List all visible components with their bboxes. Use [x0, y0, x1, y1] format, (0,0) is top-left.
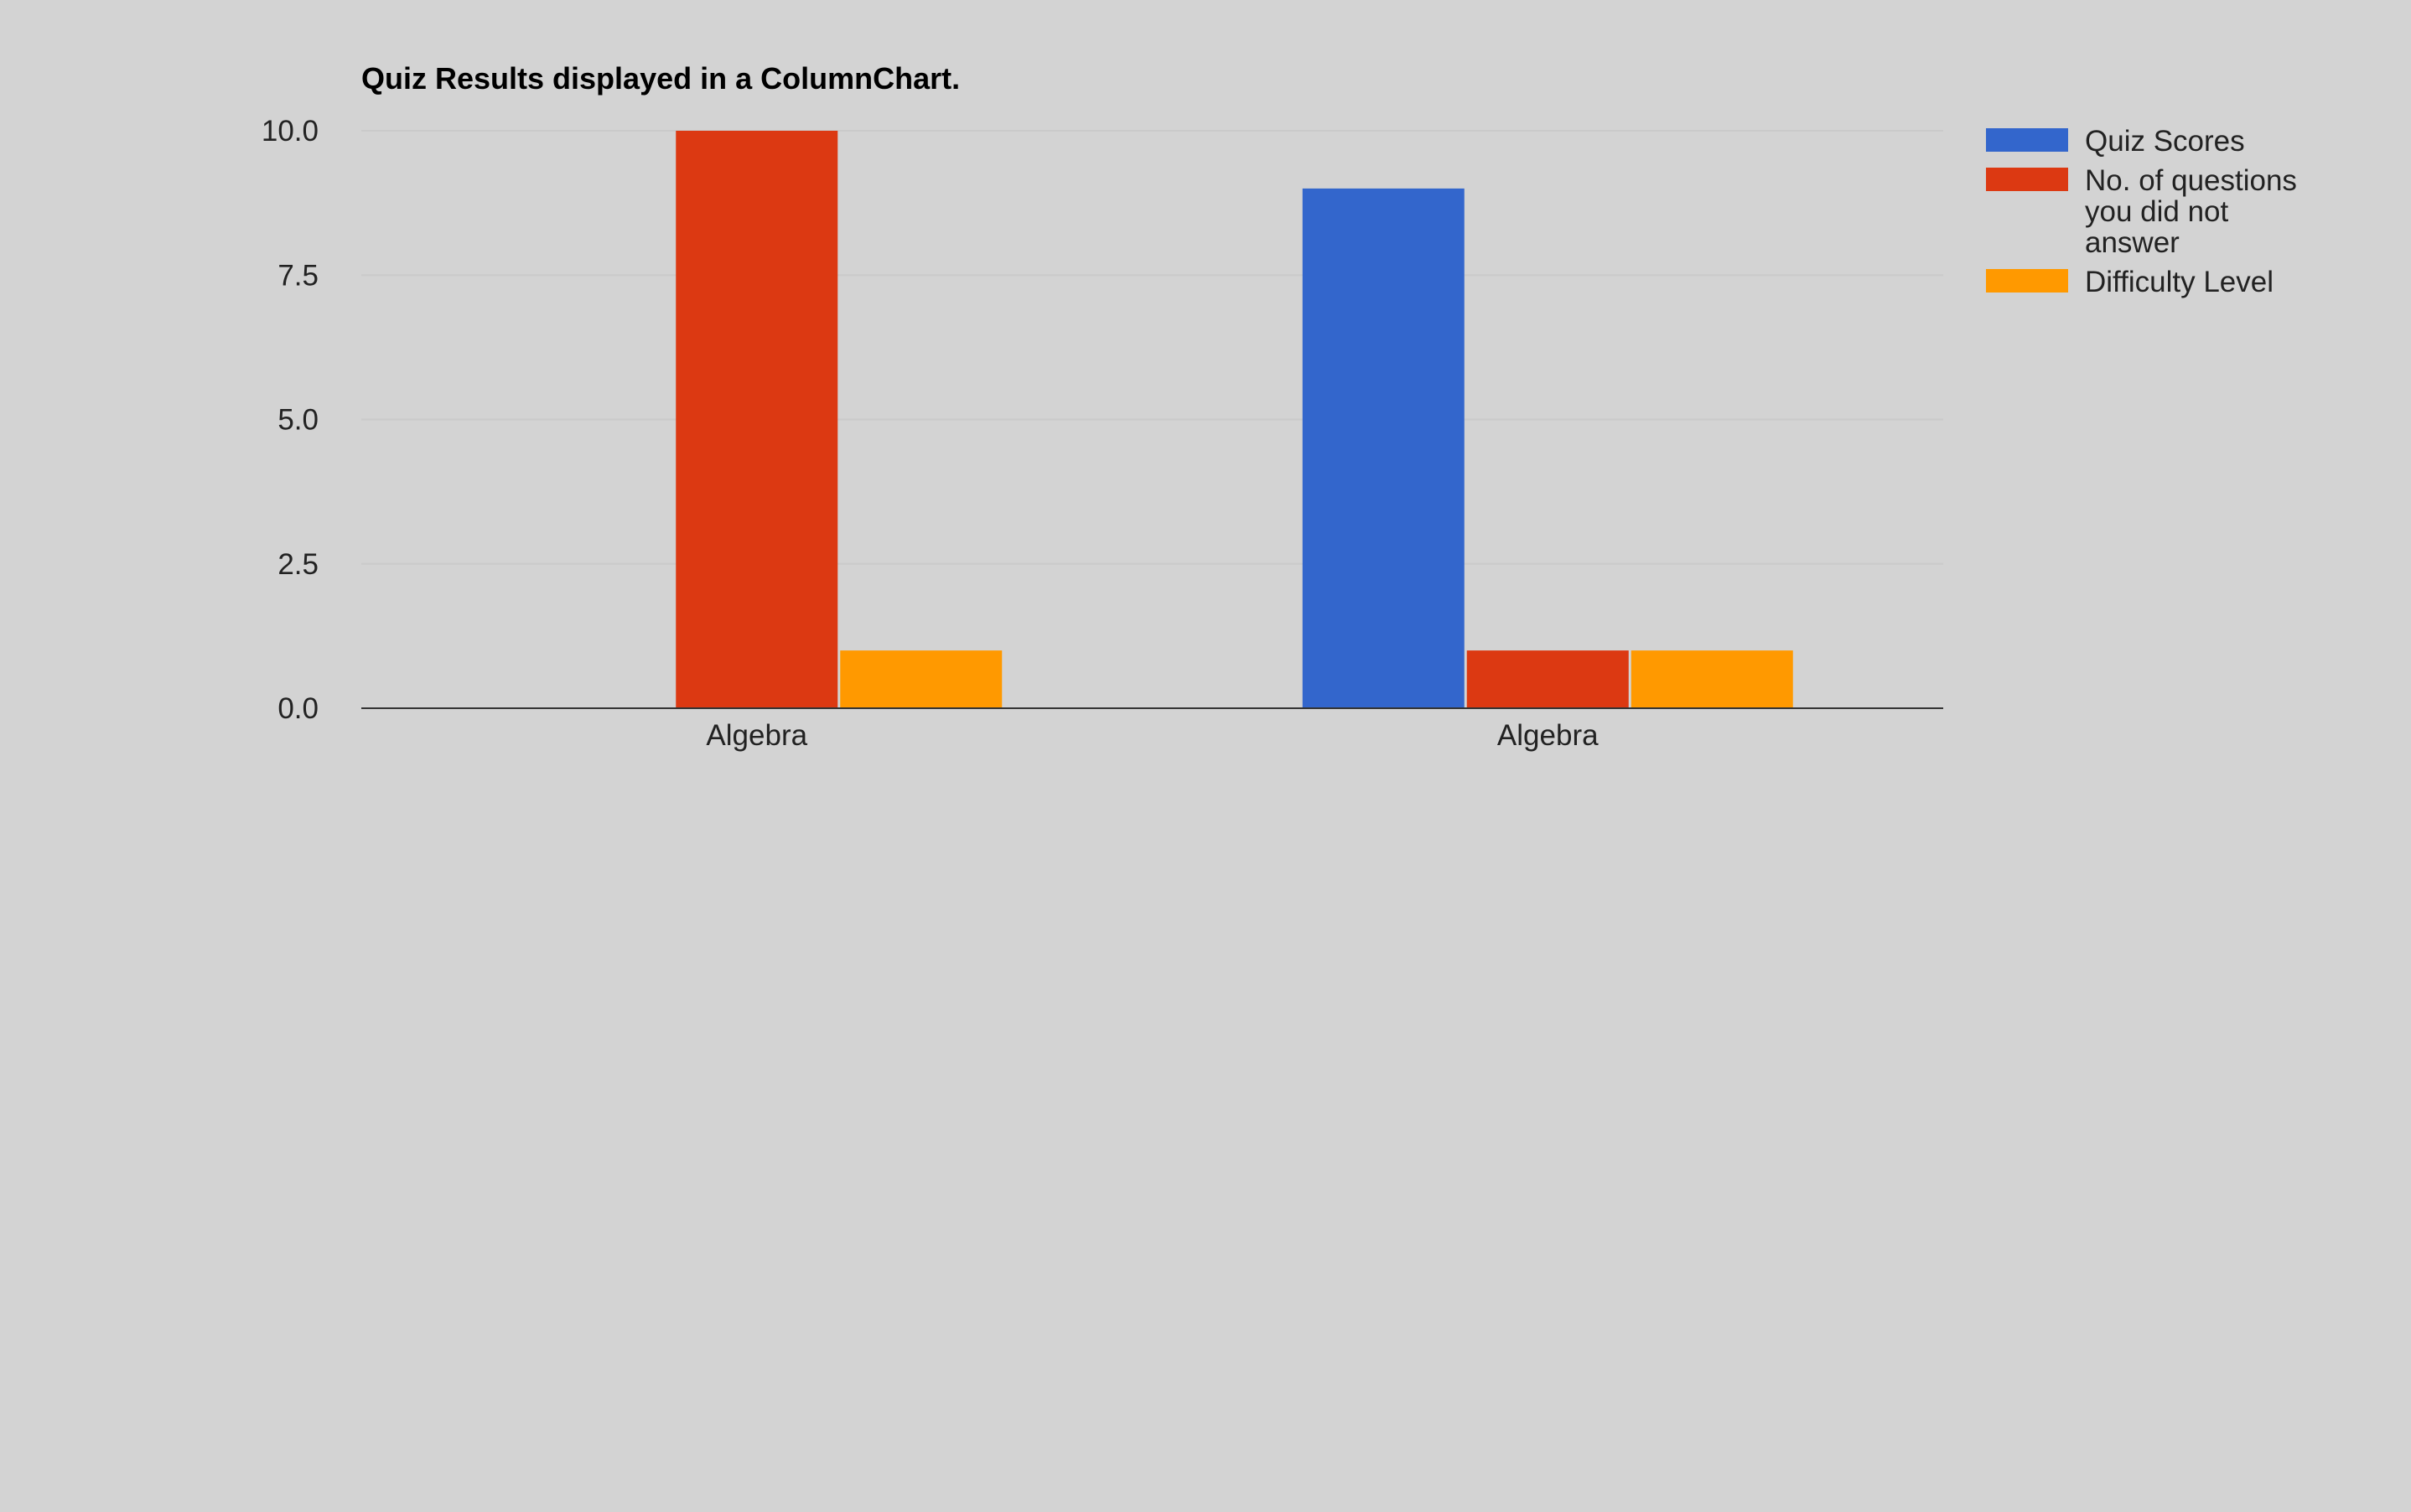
bar[interactable]	[1466, 650, 1629, 708]
chart-title: Quiz Results displayed in a ColumnChart.	[361, 61, 960, 96]
bar[interactable]	[840, 650, 1003, 708]
y-tick-label: 5.0	[277, 404, 319, 437]
bars	[676, 131, 1793, 708]
y-axis: 0.0 2.5 5.0 7.5 10.0	[262, 115, 319, 725]
bar[interactable]	[1302, 188, 1465, 708]
legend-label: Difficulty Level	[2085, 266, 2274, 298]
legend-label: you did not	[2085, 195, 2229, 228]
y-tick-label: 2.5	[277, 548, 319, 581]
legend-swatch	[1986, 128, 2068, 152]
gridlines	[361, 130, 1943, 565]
y-tick-label: 0.0	[277, 692, 319, 725]
legend-swatch	[1986, 168, 2068, 191]
y-tick-label: 10.0	[262, 115, 319, 148]
y-tick-label: 7.5	[277, 259, 319, 292]
legend-label: answer	[2085, 226, 2180, 259]
x-tick-label: Algebra	[1497, 719, 1599, 752]
bar[interactable]	[1631, 650, 1793, 708]
legend-item[interactable]: Quiz Scores	[1986, 125, 2245, 158]
x-axis: Algebra Algebra	[706, 719, 1599, 752]
legend-label: No. of questions	[2085, 164, 2297, 197]
x-tick-label: Algebra	[706, 719, 807, 752]
legend-label: Quiz Scores	[2085, 125, 2245, 158]
bar[interactable]	[676, 131, 838, 708]
legend-swatch	[1986, 269, 2068, 293]
legend-item[interactable]: Difficulty Level	[1986, 266, 2274, 298]
